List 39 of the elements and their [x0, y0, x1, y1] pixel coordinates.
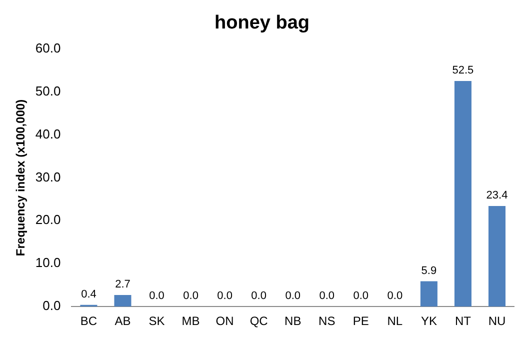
bar	[114, 295, 132, 307]
data-label: 0.0	[251, 290, 266, 302]
data-label: 0.0	[217, 290, 232, 302]
data-label: 23.4	[486, 190, 508, 202]
x-tick-label: NT	[454, 314, 472, 328]
y-tick-label: 60.0	[35, 40, 61, 56]
data-label: 0.0	[285, 290, 300, 302]
x-tick-label: BC	[80, 314, 98, 328]
x-tick-label: PE	[352, 314, 369, 328]
data-label: 52.5	[452, 64, 474, 77]
y-tick-label: 40.0	[35, 126, 61, 142]
x-tick-label: AB	[114, 314, 131, 328]
y-tick-label: 10.0	[35, 255, 61, 270]
chart-title: honey bag	[214, 12, 310, 34]
bar	[454, 81, 472, 307]
data-label: 5.9	[421, 264, 437, 277]
y-tick-label: 30.0	[35, 169, 61, 184]
data-label: 0.0	[353, 290, 369, 302]
y-tick-label: 50.0	[35, 83, 61, 98]
data-label: 0.4	[81, 288, 96, 300]
y-tick-label: 20.0	[35, 212, 61, 228]
x-tick-label: NS	[318, 314, 336, 328]
data-label: 0.0	[319, 290, 335, 302]
x-tick-label: QC	[250, 314, 268, 328]
data-label: 2.7	[115, 278, 130, 291]
x-tick-label: MB	[182, 314, 200, 328]
y-axis-title: Frequency index (x100,000)	[14, 99, 28, 256]
data-label: 0.0	[149, 290, 164, 302]
x-tick-label: YK	[420, 314, 437, 328]
x-tick-label: NB	[284, 314, 302, 328]
bar	[488, 206, 506, 307]
y-tick-label: 0.0	[42, 298, 61, 314]
x-tick-label: SK	[148, 314, 165, 328]
data-label: 0.0	[387, 290, 403, 302]
data-label: 0.0	[183, 290, 198, 302]
x-tick-label: NL	[387, 314, 403, 328]
x-tick-label: ON	[216, 314, 234, 328]
x-tick-label: NU	[488, 314, 506, 328]
bar	[420, 281, 438, 307]
